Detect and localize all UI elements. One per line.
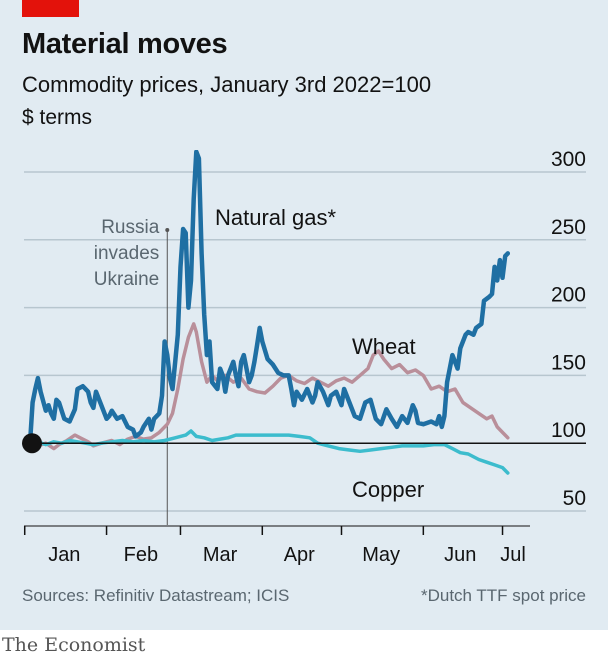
x-tick-label-jun: Jun	[444, 544, 476, 566]
annotation-line-2: invades	[94, 243, 160, 264]
series-label-natural-gas: Natural gas*	[215, 205, 337, 230]
x-axis-ticks	[23, 526, 504, 535]
chart-unit: $ terms	[22, 106, 93, 129]
x-tick-label-apr: Apr	[284, 544, 315, 566]
invasion-marker-dot	[165, 228, 170, 232]
x-tick-label-jan: Jan	[48, 544, 80, 566]
brand-red-bar	[22, 0, 79, 17]
chart-title: Material moves	[22, 28, 228, 60]
y-tick-label-250: 250	[551, 216, 586, 239]
line-chart: 50 100 150 200 250 300 Russia invades Ukraine…	[22, 150, 586, 566]
y-axis-tick-labels: 50 100 150 200 250 300	[551, 150, 586, 510]
y-tick-label-300: 300	[551, 150, 586, 171]
annotation-line-3: Ukraine	[94, 269, 159, 290]
series-line-natural-gas	[27, 150, 511, 446]
index-origin-dot	[22, 433, 42, 454]
series-line-wheat	[28, 322, 510, 451]
series-labels: Natural gas* Wheat Copper	[215, 205, 424, 502]
series-line-copper	[28, 429, 510, 475]
x-tick-label-may: May	[362, 544, 400, 566]
y-tick-label-100: 100	[551, 419, 586, 442]
series-lines	[27, 150, 511, 475]
series-label-wheat: Wheat	[352, 334, 416, 359]
y-tick-label-200: 200	[551, 284, 586, 307]
invasion-annotation: Russia invades Ukraine	[94, 217, 170, 525]
footnote: *Dutch TTF spot price	[420, 586, 586, 605]
x-tick-label-feb: Feb	[124, 544, 158, 566]
economist-logo-text: The Economist	[2, 634, 146, 656]
series-label-copper: Copper	[352, 477, 424, 502]
x-axis-tick-labels: Jan Feb Mar Apr May Jun Jul	[48, 544, 526, 566]
gridlines	[24, 171, 586, 512]
chart-subtitle: Commodity prices, January 3rd 2022=100	[22, 72, 432, 97]
chart-panel	[0, 0, 608, 630]
y-tick-label-150: 150	[551, 351, 586, 374]
y-tick-label-50: 50	[563, 487, 586, 510]
x-tick-label-jul: Jul	[500, 544, 526, 566]
x-tick-label-mar: Mar	[203, 544, 238, 566]
sources-note: Sources: Refinitiv Datastream; ICIS	[22, 586, 290, 605]
annotation-line-1: Russia	[101, 217, 160, 238]
